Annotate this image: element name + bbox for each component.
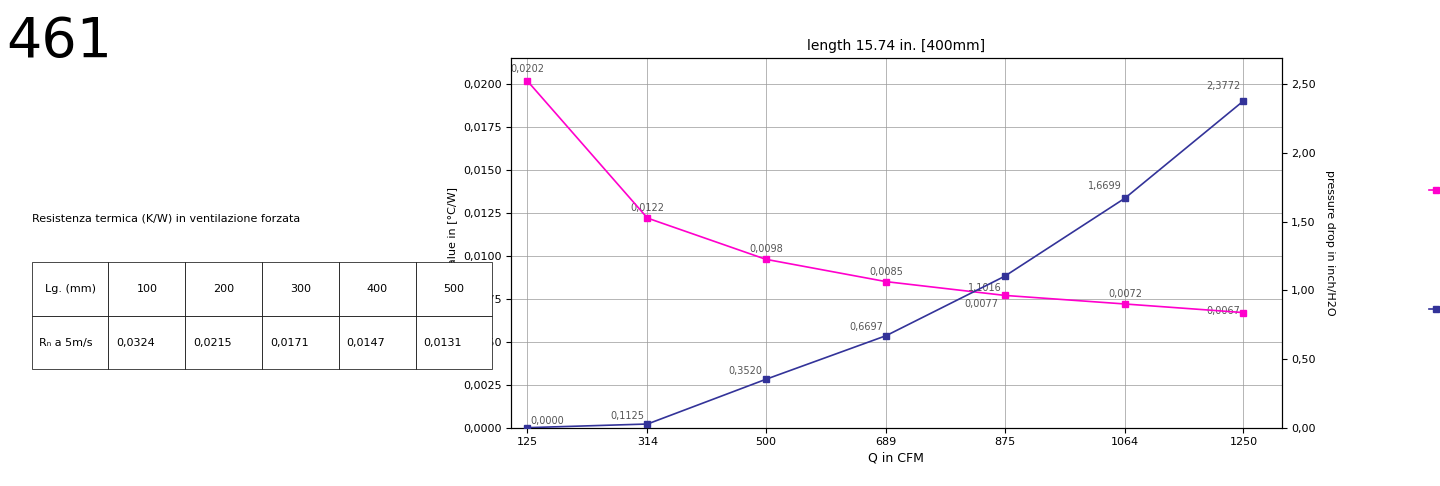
Legend: °C/W, pressure drop in./H2O: °C/W, pressure drop in./H2O bbox=[1426, 168, 1440, 318]
X-axis label: Q in CFM: Q in CFM bbox=[868, 451, 924, 465]
Text: 0,0098: 0,0098 bbox=[749, 244, 783, 254]
Text: 0,6697: 0,6697 bbox=[850, 322, 883, 332]
Text: 0,0202: 0,0202 bbox=[510, 64, 544, 74]
Text: 0,3520: 0,3520 bbox=[729, 366, 763, 376]
Text: 0,0072: 0,0072 bbox=[1107, 289, 1142, 299]
Text: 0,0000: 0,0000 bbox=[530, 417, 564, 426]
Text: 0,1125: 0,1125 bbox=[611, 411, 644, 421]
Text: 0,0077: 0,0077 bbox=[965, 299, 998, 309]
Text: 2,3772: 2,3772 bbox=[1205, 81, 1240, 91]
Text: 0,0085: 0,0085 bbox=[870, 266, 903, 277]
Text: 1,1016: 1,1016 bbox=[968, 283, 1001, 293]
Y-axis label: R-th value in [°C/W]: R-th value in [°C/W] bbox=[448, 188, 458, 298]
Title: length 15.74 in. [400mm]: length 15.74 in. [400mm] bbox=[808, 39, 985, 53]
Text: Resistenza termica (K/W) in ventilazione forzata: Resistenza termica (K/W) in ventilazione… bbox=[32, 214, 300, 224]
Text: 461: 461 bbox=[6, 15, 112, 69]
Text: 0,0067: 0,0067 bbox=[1207, 306, 1240, 316]
Text: 1,6699: 1,6699 bbox=[1089, 181, 1122, 191]
Text: 0,0122: 0,0122 bbox=[631, 203, 664, 213]
Y-axis label: pressure drop in inch/H2O: pressure drop in inch/H2O bbox=[1325, 170, 1335, 316]
